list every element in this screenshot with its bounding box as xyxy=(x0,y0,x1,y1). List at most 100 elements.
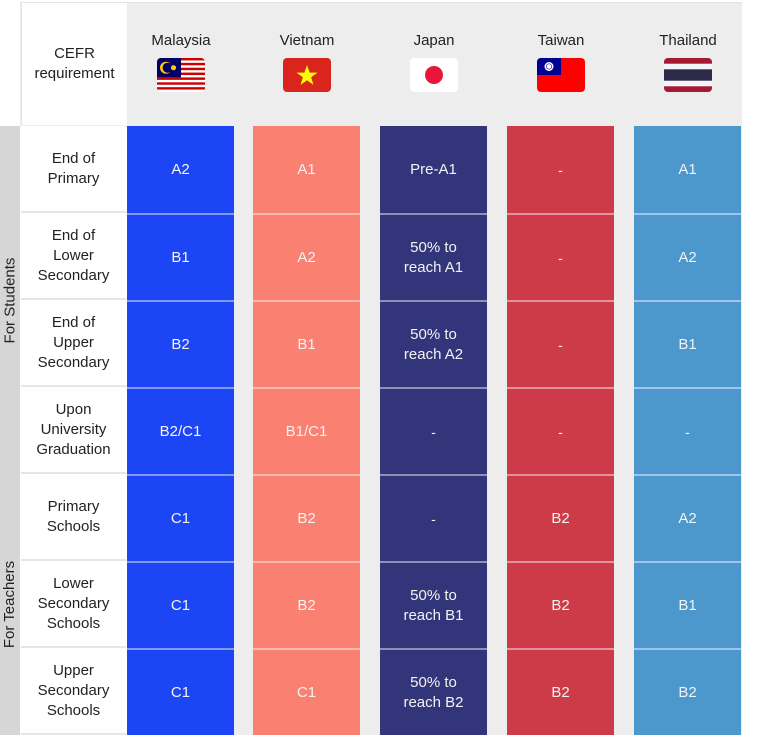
table-cell: A1 xyxy=(253,126,360,213)
table-cell: B2 xyxy=(507,561,614,648)
country-name: Japan xyxy=(413,32,455,49)
table-cell: C1 xyxy=(127,648,234,735)
row-label: Primary Schools xyxy=(21,474,126,561)
table-cell: Pre-A1 xyxy=(380,126,487,213)
country-name: Thailand xyxy=(659,32,717,49)
country-header-japan: Japan xyxy=(379,32,489,92)
table-cell: - xyxy=(380,474,487,561)
cell-value: - xyxy=(431,510,436,527)
row-label-text: Primary Schools xyxy=(46,497,101,535)
cell-value: C1 xyxy=(170,683,191,701)
column-vietnam: A1 A2 B1 B1/C1 B2 B2 C1 xyxy=(253,126,360,735)
table-cell: A1 xyxy=(634,126,741,213)
cell-value: A1 xyxy=(297,160,316,178)
cell-value: A2 xyxy=(678,509,697,527)
table-cell: B2 xyxy=(127,300,234,387)
column-malaysia: A2 B1 B2 B2/C1 C1 C1 C1 xyxy=(127,126,234,735)
cell-value: - xyxy=(558,161,563,178)
column-taiwan: - - - - B2 B2 B2 xyxy=(507,126,614,735)
table-cell: C1 xyxy=(253,648,360,735)
row-label: End of Lower Secondary xyxy=(21,213,126,300)
table-cell: A2 xyxy=(253,213,360,300)
table-cell: - xyxy=(634,387,741,474)
row-label-text: Upon University Graduation xyxy=(36,400,111,458)
table-cell: B1/C1 xyxy=(253,387,360,474)
cell-value: - xyxy=(558,249,563,266)
row-label-text: Lower Secondary Schools xyxy=(37,574,110,632)
group-label-text: For Teachers xyxy=(1,560,19,649)
cell-value: B2 xyxy=(551,596,570,614)
country-name: Vietnam xyxy=(279,32,335,49)
cell-value: A2 xyxy=(678,248,697,266)
row-label: Lower Secondary Schools xyxy=(21,561,126,648)
row-label: End of Upper Secondary xyxy=(21,300,126,387)
table-cell: B2/C1 xyxy=(127,387,234,474)
table-cell: - xyxy=(380,387,487,474)
row-label: Upper Secondary Schools xyxy=(21,648,126,735)
country-name: Malaysia xyxy=(151,32,211,49)
table-cell: B1 xyxy=(127,213,234,300)
row-label-text: End of Primary xyxy=(47,149,100,187)
table-cell: A2 xyxy=(634,474,741,561)
cell-value: C1 xyxy=(296,683,317,701)
cell-value: B2/C1 xyxy=(159,422,202,440)
corner-label: CEFR requirement xyxy=(34,45,115,82)
column-japan: Pre-A1 50% to reach A1 50% to reach A2 - - 50… xyxy=(380,126,487,735)
table-cell: - xyxy=(507,213,614,300)
cell-value: 50% to reach B2 xyxy=(403,673,464,711)
vietnam-flag-icon xyxy=(283,58,331,92)
group-label-for-teachers: For Teachers xyxy=(0,474,20,735)
cell-value: - xyxy=(558,336,563,353)
table-cell: - xyxy=(507,126,614,213)
cell-value: B1 xyxy=(297,335,316,353)
cell-value: - xyxy=(685,423,690,440)
table-cell: B2 xyxy=(507,474,614,561)
cell-value: B2 xyxy=(551,509,570,527)
table-cell: B2 xyxy=(253,561,360,648)
table-cell: - xyxy=(507,387,614,474)
row-label: End of Primary xyxy=(21,126,126,213)
cell-value: 50% to reach B1 xyxy=(403,586,464,624)
cell-value: 50% to reach A1 xyxy=(403,238,464,276)
cell-value: B2 xyxy=(551,683,570,701)
cell-value: C1 xyxy=(170,596,191,614)
thailand-flag-icon xyxy=(664,58,712,92)
cell-value: C1 xyxy=(170,509,191,527)
cell-value: B1/C1 xyxy=(285,422,328,440)
cell-value: A2 xyxy=(171,160,190,178)
row-label-text: Upper Secondary Schools xyxy=(37,661,110,719)
table-cell: B1 xyxy=(253,300,360,387)
group-side-band xyxy=(0,126,20,735)
cell-value: B2 xyxy=(297,596,316,614)
table-cell: B1 xyxy=(634,300,741,387)
row-label: Upon University Graduation xyxy=(21,387,126,474)
country-header-taiwan: Taiwan xyxy=(506,32,616,92)
table-cell: A2 xyxy=(634,213,741,300)
cell-value: - xyxy=(431,423,436,440)
table-cell: C1 xyxy=(127,474,234,561)
taiwan-flag-icon xyxy=(537,58,585,92)
row-label-text: End of Lower Secondary xyxy=(37,226,110,284)
cell-value: B1 xyxy=(171,248,190,266)
country-header-thailand: Thailand xyxy=(633,32,743,92)
malaysia-flag-icon xyxy=(157,58,205,92)
table-cell: B1 xyxy=(634,561,741,648)
group-label-text: For Students xyxy=(1,257,19,343)
cell-value: A2 xyxy=(297,248,316,266)
cell-value: B1 xyxy=(678,596,697,614)
cell-value: B2 xyxy=(678,683,697,701)
table-cell: 50% to reach A2 xyxy=(380,300,487,387)
table-cell: C1 xyxy=(127,561,234,648)
cell-value: - xyxy=(558,423,563,440)
corner-header: CEFR requirement xyxy=(21,3,127,125)
header-band xyxy=(20,2,742,127)
row-label-text: End of Upper Secondary xyxy=(37,313,110,371)
table-cell: B2 xyxy=(507,648,614,735)
cell-value: B1 xyxy=(678,335,697,353)
table-cell: 50% to reach B2 xyxy=(380,648,487,735)
country-header-malaysia: Malaysia xyxy=(126,32,236,92)
table-cell: 50% to reach B1 xyxy=(380,561,487,648)
table-cell: 50% to reach A1 xyxy=(380,213,487,300)
group-label-for-students: For Students xyxy=(0,126,20,474)
